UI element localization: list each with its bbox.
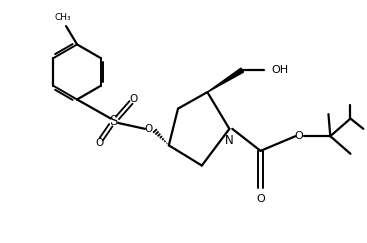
Polygon shape xyxy=(207,68,243,92)
Text: S: S xyxy=(109,115,118,128)
Text: O: O xyxy=(145,124,153,134)
Text: N: N xyxy=(225,134,234,147)
Text: OH: OH xyxy=(272,65,289,75)
Text: O: O xyxy=(95,138,103,148)
Text: O: O xyxy=(256,194,265,204)
Text: O: O xyxy=(130,95,138,104)
Text: O: O xyxy=(295,131,304,141)
Text: CH₃: CH₃ xyxy=(55,13,72,22)
